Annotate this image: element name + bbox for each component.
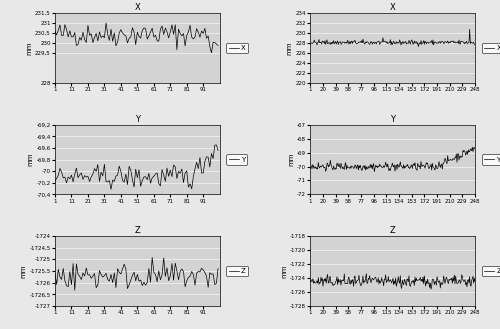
Y-axis label: mm: mm <box>28 153 34 166</box>
Y-axis label: mm: mm <box>21 265 27 278</box>
Title: Z: Z <box>390 226 396 236</box>
Title: X: X <box>390 3 396 13</box>
Legend: X: X <box>226 43 248 53</box>
Legend: Z: Z <box>482 266 500 276</box>
Title: X: X <box>134 3 140 13</box>
Legend: Y: Y <box>482 155 500 164</box>
Title: Z: Z <box>134 226 140 236</box>
Y-axis label: mm: mm <box>282 265 288 278</box>
Title: Y: Y <box>135 115 140 124</box>
Y-axis label: mm: mm <box>288 153 294 166</box>
Y-axis label: mm: mm <box>26 41 32 55</box>
Legend: Y: Y <box>226 155 248 164</box>
Title: Y: Y <box>390 115 395 124</box>
Legend: Z: Z <box>226 266 248 276</box>
Y-axis label: mm: mm <box>287 41 293 55</box>
Legend: X: X <box>482 43 500 53</box>
